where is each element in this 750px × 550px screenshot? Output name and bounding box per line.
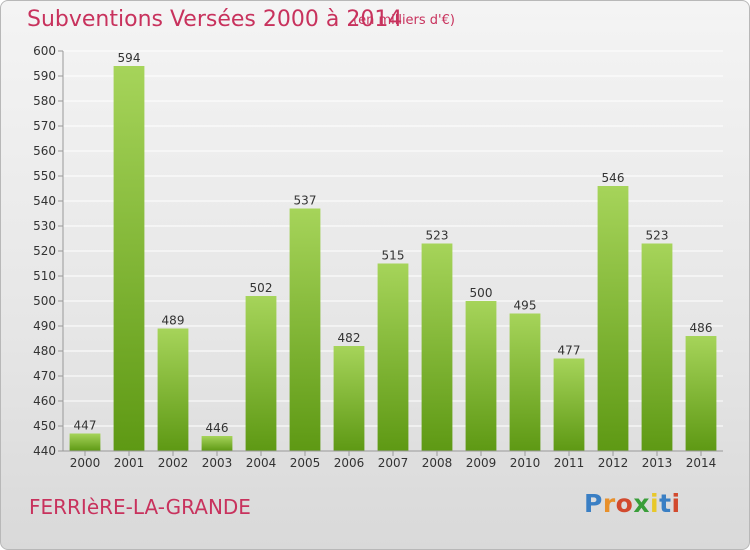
data-label: 477 [558,344,581,358]
y-tick-label: 550 [33,169,56,183]
y-tick-label: 540 [33,194,56,208]
commune-name: FERRIèRE-LA-GRANDE [29,495,251,519]
x-tick-label: 2006 [334,456,365,470]
x-tick-label: 2011 [554,456,585,470]
data-label: 447 [74,419,97,433]
bars [69,66,717,451]
chart-unit: (en milliers d'€) [353,13,455,28]
y-tick-label: 600 [33,44,56,58]
logo-letter: P [584,489,603,518]
data-label: 482 [338,331,361,345]
y-tick-label: 500 [33,294,56,308]
x-tick-label: 2001 [114,456,145,470]
bar-2011 [553,358,585,451]
bar-2003 [201,436,233,451]
bar-2004 [245,296,277,451]
y-tick-label: 440 [33,444,56,458]
x-tick-label: 2004 [246,456,277,470]
x-tick-label: 2002 [158,456,189,470]
bar-2001 [113,66,145,451]
bar-2008 [421,243,453,451]
y-tick-label: 590 [33,69,56,83]
bar-2014 [685,336,717,451]
x-tick-label: 2012 [598,456,629,470]
x-tick-label: 2009 [466,456,497,470]
data-label: 500 [470,286,493,300]
y-tick-label: 460 [33,394,56,408]
bar-2006 [333,346,365,451]
y-tick-label: 580 [33,94,56,108]
proxiti-logo[interactable]: Proxiti [584,489,681,518]
y-tick-label: 530 [33,219,56,233]
y-tick-label: 570 [33,119,56,133]
bar-2012 [597,186,629,451]
data-label: 515 [382,249,405,263]
data-label: 546 [602,171,625,185]
y-tick-label: 560 [33,144,56,158]
y-tick-label: 520 [33,244,56,258]
y-tick-label: 490 [33,319,56,333]
x-tick-label: 2013 [642,456,673,470]
logo-letter: i [650,489,660,518]
chart-title: Subventions Versées 2000 à 2014 [27,7,403,32]
data-label: 523 [646,229,669,243]
y-tick-label: 450 [33,419,56,433]
x-tick-label: 2007 [378,456,409,470]
logo-letter: r [602,489,616,518]
x-tick-label: 2010 [510,456,541,470]
y-tick-label: 510 [33,269,56,283]
x-axis: 2000 2001 2002 2003 2004 2005 2006 2007 2008 2009… [70,451,717,470]
data-labels: 447 594 489 446 502 537 482 515 523 500 495 477 546 5… [74,51,713,435]
logo-letter: o [615,489,634,518]
bar-2007 [377,263,409,451]
data-label: 502 [250,281,273,295]
data-label: 486 [690,321,713,335]
data-label: 523 [426,229,449,243]
logo-letter: i [671,489,681,518]
bar-2002 [157,328,189,451]
x-tick-label: 2005 [290,456,321,470]
data-label: 489 [162,314,185,328]
data-label: 446 [206,421,229,435]
logo-letter: x [633,489,650,518]
y-axis: 440 450 460 470 480 490 500 510 520 530 540 550 560 5… [33,44,723,458]
bar-2013 [641,243,673,451]
x-tick-label: 2000 [70,456,101,470]
data-label: 594 [118,51,141,65]
data-label: 537 [294,194,317,208]
x-tick-label: 2014 [686,456,717,470]
y-tick-label: 470 [33,369,56,383]
bar-2009 [465,301,497,451]
y-tick-label: 480 [33,344,56,358]
logo-letter: t [659,489,672,518]
data-label: 495 [514,299,537,313]
x-tick-label: 2008 [422,456,453,470]
x-tick-label: 2003 [202,456,233,470]
bar-2000 [69,433,101,451]
bar-2010 [509,313,541,451]
bar-2005 [289,208,321,451]
